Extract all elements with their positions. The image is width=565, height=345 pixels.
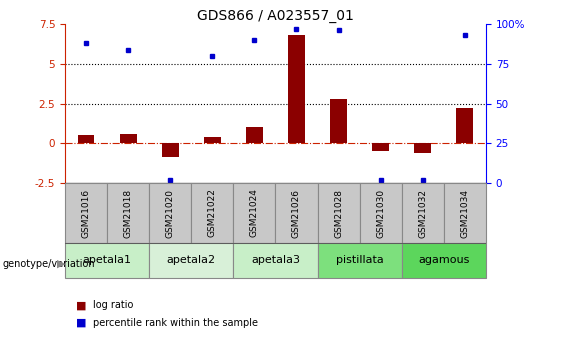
Bar [162,143,179,157]
Text: GSM21018: GSM21018 [124,188,133,238]
Bar [246,127,263,143]
Text: GSM21026: GSM21026 [292,188,301,238]
Bar [233,183,276,243]
Bar [204,137,221,143]
Bar [444,183,486,243]
Text: GSM21020: GSM21020 [166,188,175,238]
Title: GDS866 / A023557_01: GDS866 / A023557_01 [197,9,354,23]
Bar [65,243,149,278]
Bar [149,243,233,278]
Bar [77,135,94,143]
Text: GSM21028: GSM21028 [334,188,343,238]
Bar [120,134,137,143]
Bar [191,183,233,243]
Text: GSM21022: GSM21022 [208,189,217,237]
Bar [359,183,402,243]
Text: GSM21016: GSM21016 [81,188,90,238]
Text: GSM21032: GSM21032 [418,188,427,238]
Bar [402,243,486,278]
Text: ■: ■ [76,300,87,310]
Bar [402,183,444,243]
Text: GSM21024: GSM21024 [250,189,259,237]
Text: percentile rank within the sample: percentile rank within the sample [93,318,258,327]
Bar [457,108,473,143]
Text: apetala2: apetala2 [167,256,216,265]
Bar [149,183,191,243]
Text: genotype/variation: genotype/variation [3,259,95,269]
Bar [330,99,347,143]
Bar [414,143,431,153]
Bar [65,183,107,243]
Bar [288,35,305,143]
Bar [318,243,402,278]
Text: apetala3: apetala3 [251,256,300,265]
Bar [276,183,318,243]
Text: agamous: agamous [418,256,470,265]
Text: ■: ■ [76,318,87,327]
Text: GSM21034: GSM21034 [460,188,470,238]
Text: log ratio: log ratio [93,300,133,310]
Text: pistillata: pistillata [336,256,384,265]
Bar [318,183,360,243]
Text: GSM21030: GSM21030 [376,188,385,238]
Bar [233,243,318,278]
Text: ▶: ▶ [56,259,66,269]
Bar [107,183,149,243]
Text: apetala1: apetala1 [82,256,132,265]
Bar [372,143,389,151]
